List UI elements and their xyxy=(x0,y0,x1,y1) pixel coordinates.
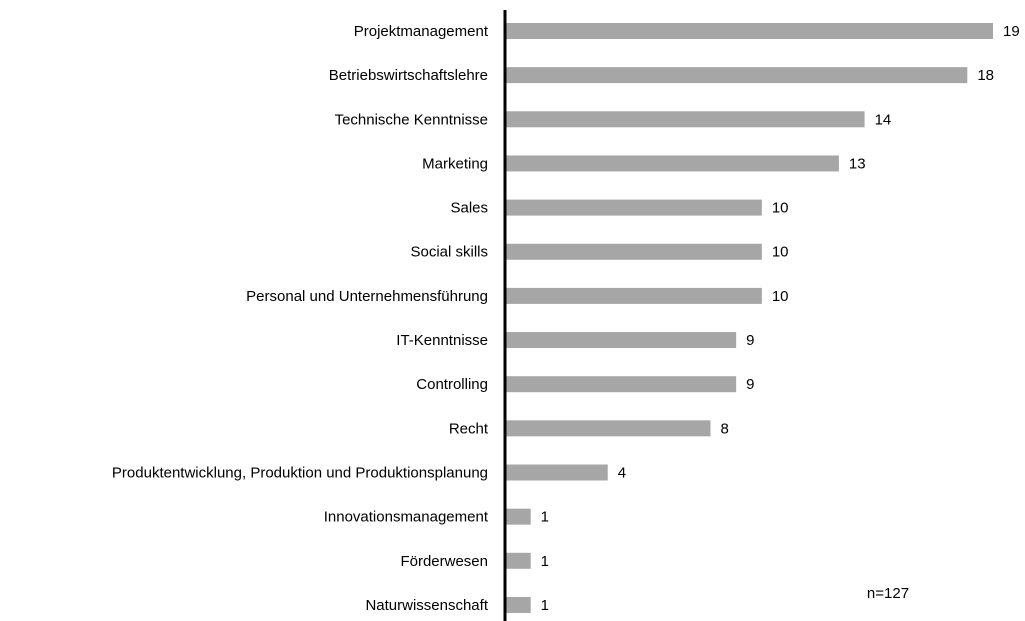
value-label: 19 xyxy=(1003,23,1020,40)
bar xyxy=(505,464,608,481)
bar xyxy=(505,111,865,128)
value-label: 8 xyxy=(720,420,728,437)
annotation: n=127 xyxy=(867,585,909,602)
bar xyxy=(505,420,711,437)
value-label: 1 xyxy=(541,553,549,570)
bar xyxy=(505,596,531,613)
bar xyxy=(505,199,762,216)
value-label: 9 xyxy=(746,332,754,349)
bar xyxy=(505,67,968,84)
category-label: Projektmanagement xyxy=(354,23,489,40)
bar xyxy=(505,508,531,525)
category-label: Förderwesen xyxy=(400,553,488,570)
bar xyxy=(505,376,737,393)
value-label: 9 xyxy=(746,376,754,393)
category-label: Personal und Unternehmensführung xyxy=(246,288,488,305)
value-label: 10 xyxy=(772,200,789,217)
value-label: 10 xyxy=(772,244,789,261)
bar xyxy=(505,287,762,304)
category-label: Technische Kenntnisse xyxy=(335,111,488,128)
category-label: Betriebswirtschaftslehre xyxy=(329,67,488,84)
category-label: Controlling xyxy=(416,376,488,393)
bar xyxy=(505,23,993,39)
category-label: IT-Kenntnisse xyxy=(396,332,488,349)
bar xyxy=(505,155,839,172)
value-label: 13 xyxy=(849,155,866,172)
value-label: 1 xyxy=(541,509,549,526)
category-label: Social skills xyxy=(410,244,488,261)
category-label: Innovationsmanagement xyxy=(324,509,489,526)
category-label: Marketing xyxy=(422,155,488,172)
value-label: 4 xyxy=(618,464,626,481)
category-label: Recht xyxy=(449,420,489,437)
category-label: Naturwissenschaft xyxy=(365,597,488,614)
value-label: 18 xyxy=(977,67,994,84)
category-label: Sales xyxy=(450,200,488,217)
bar xyxy=(505,243,762,260)
value-label: 10 xyxy=(772,288,789,305)
bar xyxy=(505,552,531,569)
value-label: 1 xyxy=(541,597,549,614)
category-label: Produktentwicklung, Produktion und Produ… xyxy=(112,464,488,481)
bar xyxy=(505,332,737,349)
value-label: 14 xyxy=(875,111,892,128)
